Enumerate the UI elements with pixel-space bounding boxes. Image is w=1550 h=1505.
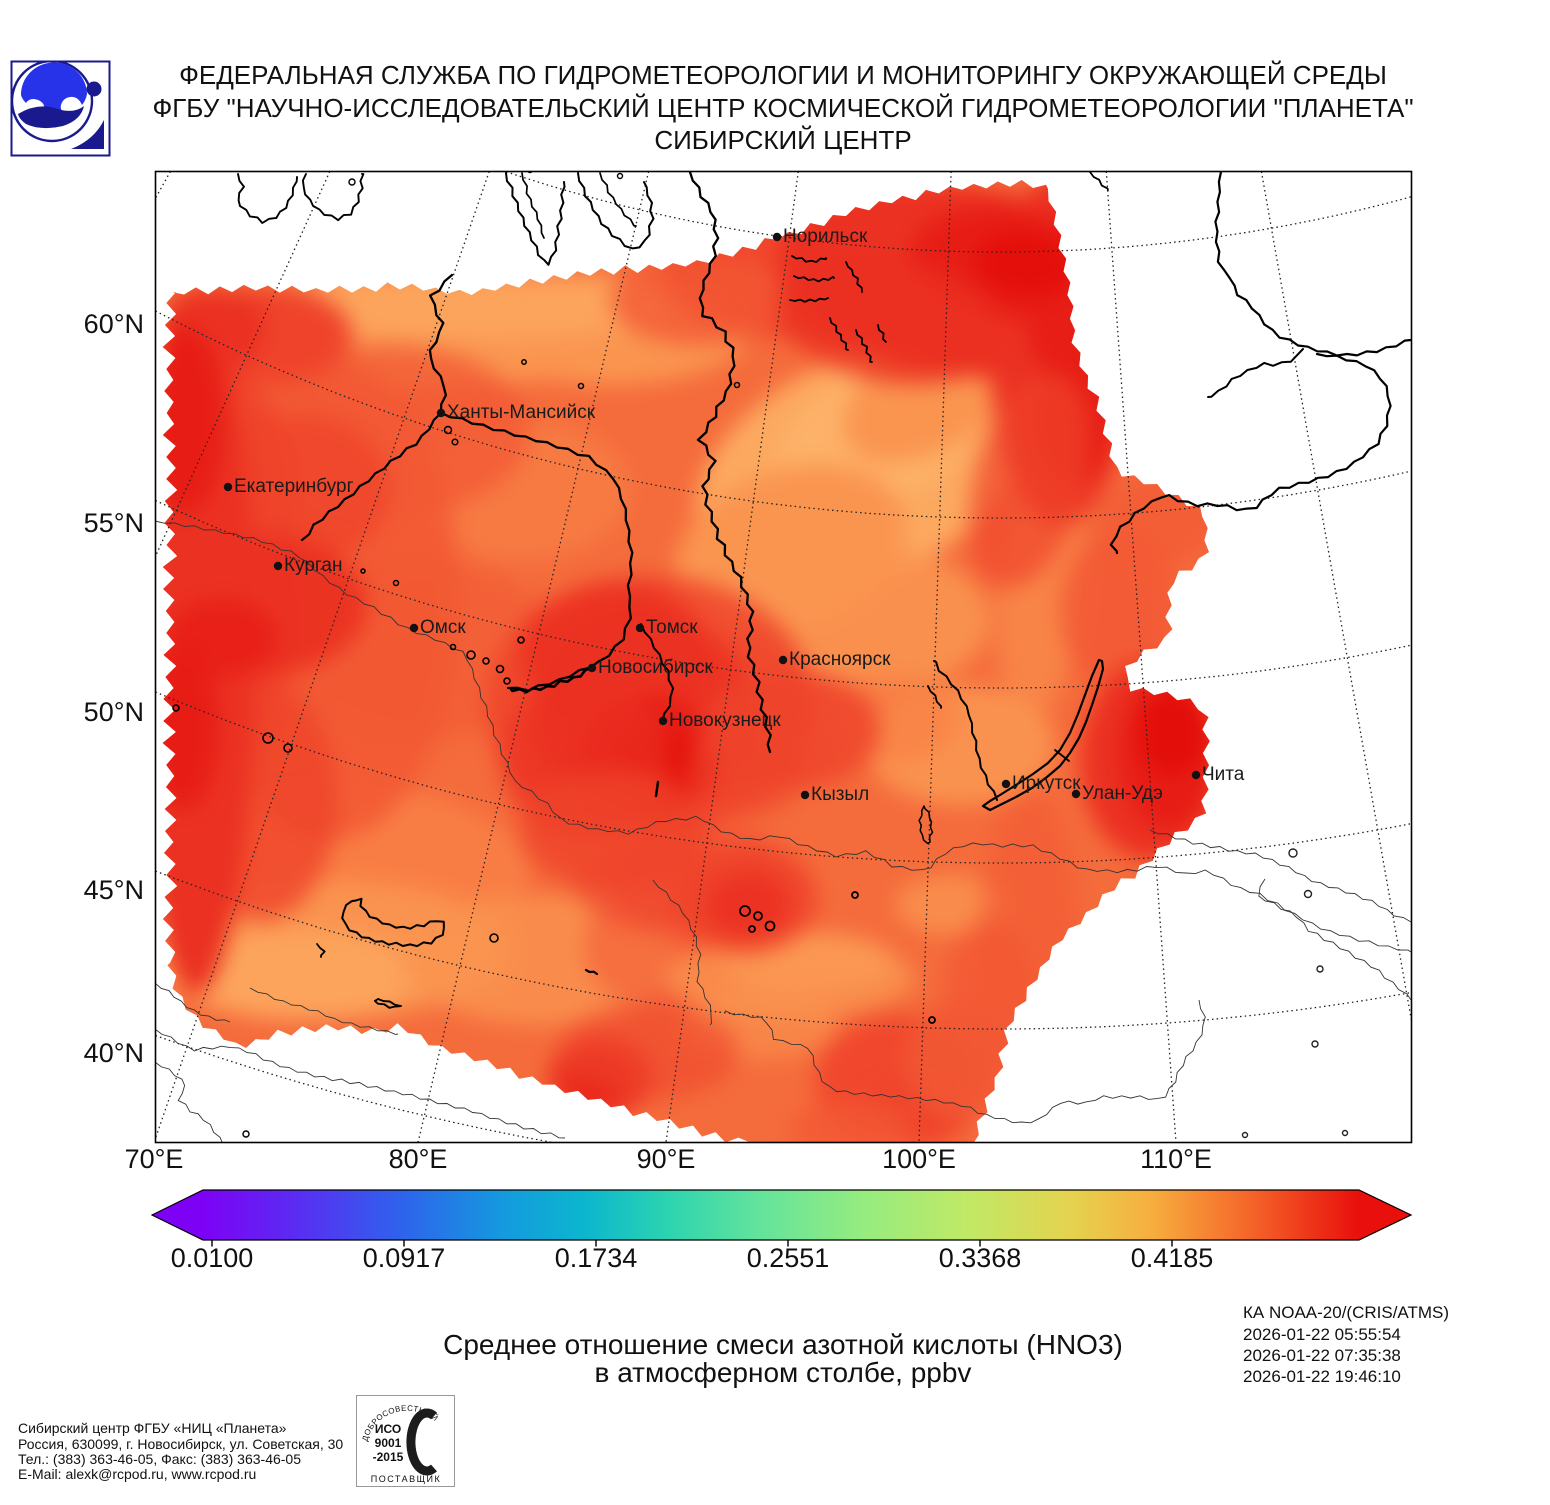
svg-text:ФЕДЕРАЛЬНАЯ СЛУЖБА ПО ГИДРОМЕТ: ФЕДЕРАЛЬНАЯ СЛУЖБА ПО ГИДРОМЕТЕОРОЛОГИИ … xyxy=(179,60,1387,90)
svg-text:80°E: 80°E xyxy=(389,1144,448,1174)
svg-text:0.1734: 0.1734 xyxy=(555,1243,638,1273)
svg-text:55°N: 55°N xyxy=(84,508,144,538)
svg-text:2026-01-22 19:46:10: 2026-01-22 19:46:10 xyxy=(1243,1367,1401,1386)
svg-text:Екатеринбург: Екатеринбург xyxy=(234,476,354,497)
svg-text:2026-01-22 05:55:54: 2026-01-22 05:55:54 xyxy=(1243,1325,1401,1344)
svg-text:в атмосферном столбе, ppbv: в атмосферном столбе, ppbv xyxy=(595,1357,972,1388)
svg-text:ПОСТАВЩИК: ПОСТАВЩИК xyxy=(371,1474,442,1484)
svg-text:КА NOAA-20/(CRIS/ATMS): КА NOAA-20/(CRIS/ATMS) xyxy=(1243,1303,1449,1322)
svg-text:Чита: Чита xyxy=(1202,764,1245,785)
svg-text:Омск: Омск xyxy=(420,617,466,638)
svg-text:СИБИРСКИЙ ЦЕНТР: СИБИРСКИЙ ЦЕНТР xyxy=(654,125,911,155)
svg-text:60°N: 60°N xyxy=(84,309,144,339)
svg-text:0.2551: 0.2551 xyxy=(747,1243,830,1273)
svg-text:0.3368: 0.3368 xyxy=(939,1243,1022,1273)
svg-text:ИСО: ИСО xyxy=(375,1422,401,1436)
svg-text:Томск: Томск xyxy=(646,617,698,638)
svg-text:110°E: 110°E xyxy=(1140,1144,1212,1174)
svg-text:Улан-Удэ: Улан-Удэ xyxy=(1082,783,1163,804)
svg-text:Кызыл: Кызыл xyxy=(811,784,869,805)
svg-text:40°N: 40°N xyxy=(84,1038,144,1068)
svg-text:2026-01-22 07:35:38: 2026-01-22 07:35:38 xyxy=(1243,1346,1401,1365)
svg-text:Иркутск: Иркутск xyxy=(1012,773,1081,794)
svg-text:Красноярск: Красноярск xyxy=(789,649,891,670)
svg-text:Новокузнецк: Новокузнецк xyxy=(669,710,781,731)
svg-text:E-Mail: alexk@rcpod.ru, www.rc: E-Mail: alexk@rcpod.ru, www.rcpod.ru xyxy=(18,1466,256,1482)
svg-text:0.0917: 0.0917 xyxy=(363,1243,446,1273)
svg-text:Норильск: Норильск xyxy=(783,226,868,247)
svg-text:Ханты-Мансийск: Ханты-Мансийск xyxy=(447,402,596,423)
svg-text:90°E: 90°E xyxy=(637,1144,696,1174)
svg-text:70°E: 70°E xyxy=(125,1144,184,1174)
svg-text:ФГБУ "НАУЧНО-ИССЛЕДОВАТЕЛЬСКИЙ: ФГБУ "НАУЧНО-ИССЛЕДОВАТЕЛЬСКИЙ ЦЕНТР КОС… xyxy=(152,93,1413,123)
svg-text:Новосибирск: Новосибирск xyxy=(598,657,713,678)
svg-text:Россия, 630099, г. Новосибирск: Россия, 630099, г. Новосибирск, ул. Сове… xyxy=(18,1436,343,1452)
svg-text:Сибирский центр ФГБУ «НИЦ «Пла: Сибирский центр ФГБУ «НИЦ «Планета» xyxy=(18,1420,287,1436)
svg-text:45°N: 45°N xyxy=(84,875,144,905)
svg-text:0.4185: 0.4185 xyxy=(1131,1243,1214,1273)
svg-text:Среднее отношение смеси азотно: Среднее отношение смеси азотной кислоты … xyxy=(443,1329,1123,1360)
svg-text:100°E: 100°E xyxy=(882,1144,956,1174)
svg-text:-2015: -2015 xyxy=(373,1450,404,1464)
svg-text:Курган: Курган xyxy=(284,555,343,576)
svg-text:9001: 9001 xyxy=(375,1436,402,1450)
svg-text:50°N: 50°N xyxy=(84,697,144,727)
svg-text:Тел.: (383) 363-46-05, Факс: (: Тел.: (383) 363-46-05, Факс: (383) 363-4… xyxy=(18,1451,301,1467)
svg-text:0.0100: 0.0100 xyxy=(171,1243,254,1273)
